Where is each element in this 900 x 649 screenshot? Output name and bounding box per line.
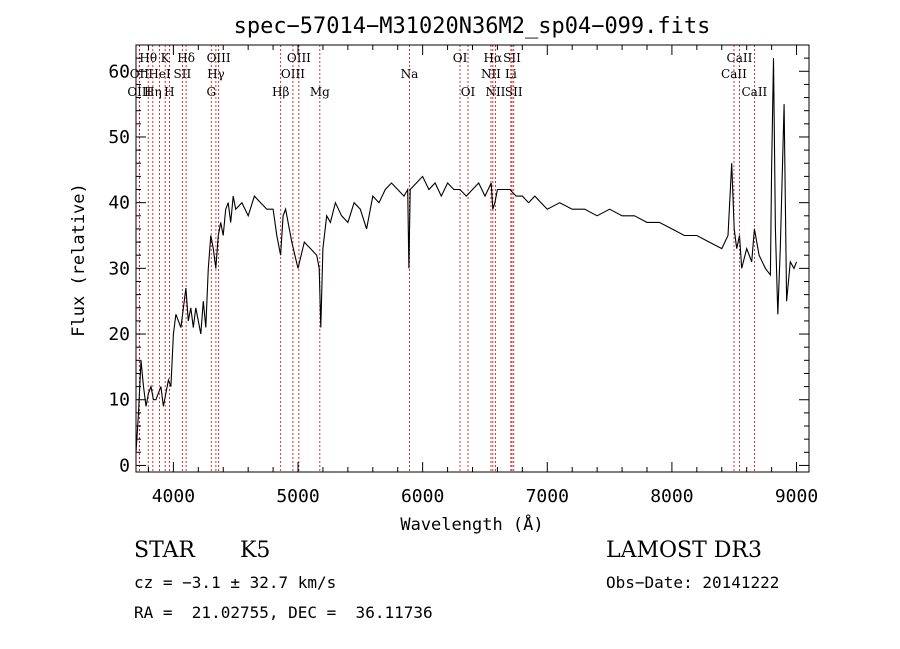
y-tick-label-40: 40 xyxy=(108,193,130,214)
spectral-line-label-21: NII xyxy=(485,85,505,99)
spectral-line-label-22: SII xyxy=(503,51,521,65)
object-class: STAR xyxy=(134,538,195,563)
spectral-line-label-5: K xyxy=(161,51,171,65)
y-tick-label-60: 60 xyxy=(108,61,130,82)
spectral-line-label-25: CaII xyxy=(727,51,753,65)
spectral-line-label-12: Hβ xyxy=(272,85,289,99)
spectral-line-label-15: Mg xyxy=(310,85,330,99)
spectral-line-label-11: G xyxy=(206,85,216,99)
chart-title: spec−57014−M31020N36M2_sp04−099.fits xyxy=(234,14,711,39)
plot-frame xyxy=(135,44,810,473)
y-tick-label-30: 30 xyxy=(108,258,130,279)
spectral-line-label-20: NII xyxy=(481,67,501,81)
spectral-line-label-9: OIII xyxy=(207,51,231,65)
coords-text: RA = 21.02755, DEC = 36.11736 xyxy=(134,603,433,622)
x-tick-label-6000: 6000 xyxy=(401,486,444,507)
spectral-line-label-8: Hδ xyxy=(177,51,195,65)
spectral-line-markers xyxy=(138,45,755,472)
y-tick-label-10: 10 xyxy=(108,390,130,411)
x-axis-label: Wavelength (Å) xyxy=(400,513,543,535)
y-tick-label-0: 0 xyxy=(119,455,130,476)
spectral-line-label-10: Hγ xyxy=(207,67,225,81)
spectral-line-label-7: SII xyxy=(174,67,192,81)
y-axis-label: Flux (relative) xyxy=(69,183,89,337)
spectral-line-label-24: SII xyxy=(505,85,523,99)
x-tick-label-5000: 5000 xyxy=(276,486,319,507)
spectral-line-label-26: CaII xyxy=(721,67,747,81)
spectral-line-label-17: OI xyxy=(453,51,468,65)
velocity-text: cz = −3.1 ± 32.7 km/s xyxy=(134,573,337,592)
spectral-line-label-2: OIII xyxy=(127,85,151,99)
x-tick-label-8000: 8000 xyxy=(650,486,693,507)
object-subclass: K5 xyxy=(240,538,271,563)
axis-ticks: 4000 5000 6000 7000 8000 9000 0 10 20 30 40 50 60 xyxy=(108,45,818,507)
spectral-line-label-14: OIII xyxy=(281,67,305,81)
spectral-line-label-27: CaII xyxy=(741,85,767,99)
obs-date-text: Obs−Date: 20141222 xyxy=(606,573,780,592)
spectral-line-label-4: HeI xyxy=(148,67,171,81)
spectral-line-label-3: Hη xyxy=(144,85,162,99)
spectral-line-label-0: Hθ xyxy=(139,51,157,65)
spectral-line-label-19: Hα xyxy=(484,51,503,65)
spectral-line-label-18: OI xyxy=(461,85,476,99)
survey-name: LAMOST DR3 xyxy=(606,538,762,563)
spectral-line-label-1: OII xyxy=(130,67,150,81)
spectral-line-label-16: Na xyxy=(401,67,419,81)
x-tick-label-4000: 4000 xyxy=(152,486,195,507)
spectral-line-label-13: OIII xyxy=(287,51,311,65)
y-tick-label-50: 50 xyxy=(108,127,130,148)
spectrum-series-line xyxy=(135,58,798,453)
x-tick-label-7000: 7000 xyxy=(526,486,569,507)
spectral-line-label-6: H xyxy=(164,85,174,99)
x-tick-label-9000: 9000 xyxy=(775,486,818,507)
spectral-line-label-23: Li xyxy=(505,67,517,81)
y-tick-label-20: 20 xyxy=(108,324,130,345)
